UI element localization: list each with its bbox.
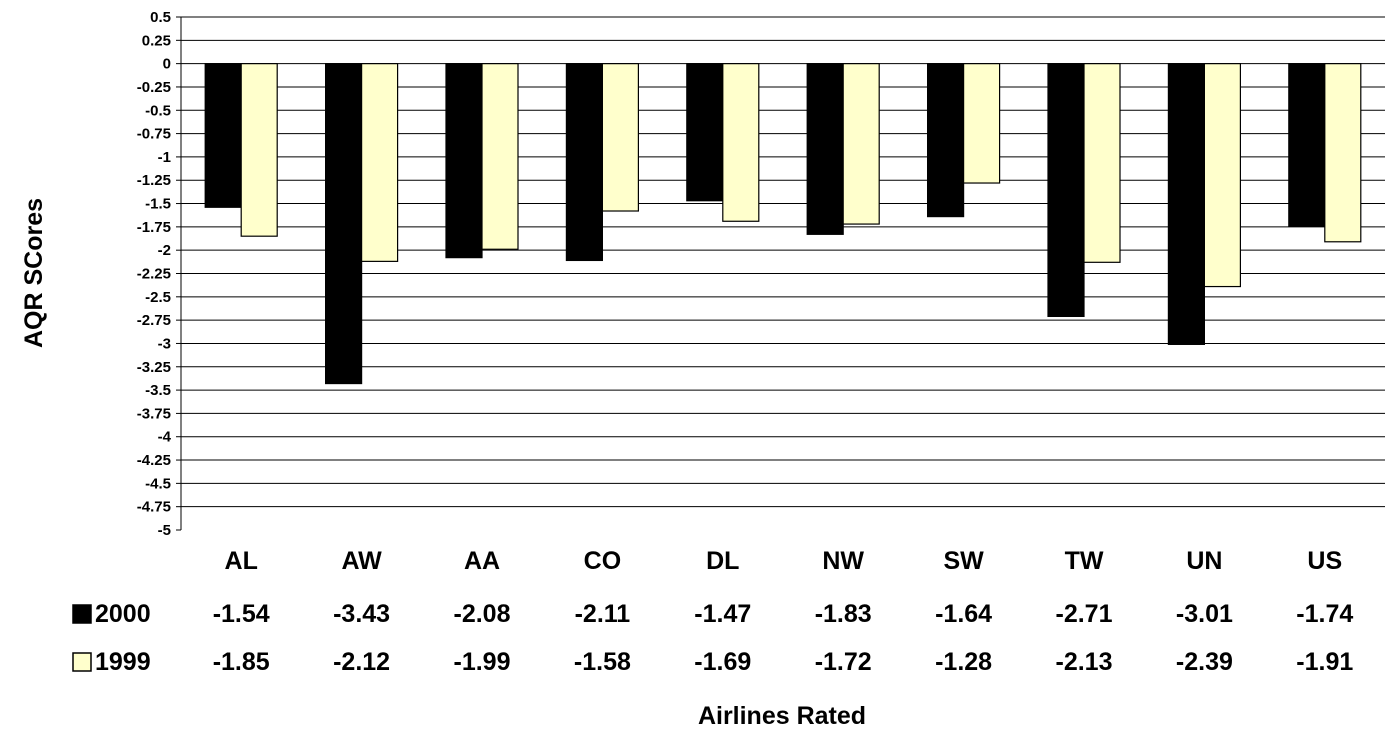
bar-2000-AA xyxy=(445,63,483,259)
y-tick-label: -5 xyxy=(158,522,171,539)
y-tick-label: -1.5 xyxy=(145,196,171,213)
bar-1999-NW xyxy=(842,63,880,225)
bar-1999-UN xyxy=(1203,63,1242,288)
y-tick-label: -3.25 xyxy=(137,359,171,376)
y-tick-label: 0 xyxy=(163,56,171,73)
data-label: -2.13 xyxy=(1056,648,1113,676)
y-tick-label: -4.5 xyxy=(145,475,171,492)
data-label: -2.71 xyxy=(1056,600,1113,628)
y-tick-label: -1 xyxy=(158,149,171,166)
category-label: CO xyxy=(584,547,622,575)
data-label: -1.58 xyxy=(574,648,631,676)
bar-1999-AA xyxy=(481,63,519,250)
bar-2000-DL xyxy=(686,63,724,202)
y-tick-label: -0.25 xyxy=(137,79,171,96)
data-label: -3.43 xyxy=(333,600,390,628)
data-label: -2.11 xyxy=(575,600,631,628)
category-label: AL xyxy=(225,547,258,575)
data-label: -1.47 xyxy=(694,600,751,628)
category-label: SW xyxy=(943,547,984,575)
data-label: -1.28 xyxy=(935,648,992,676)
x-axis-title: Airlines Rated xyxy=(698,702,866,730)
data-label: -1.74 xyxy=(1296,600,1353,628)
data-label: -1.99 xyxy=(454,648,511,676)
data-label: -2.12 xyxy=(333,648,390,676)
y-tick-label: -2.25 xyxy=(137,266,171,283)
y-tick-label: -3.5 xyxy=(145,382,171,399)
category-label: DL xyxy=(706,547,739,575)
y-tick-label: -1.75 xyxy=(137,219,171,236)
data-label: -2.39 xyxy=(1176,648,1233,676)
legend-label-1999: 1999 xyxy=(95,648,151,676)
legend-key-2000 xyxy=(72,604,92,624)
data-label: -1.69 xyxy=(694,648,751,676)
bar-2000-CO xyxy=(565,63,604,262)
bars xyxy=(204,63,1362,385)
y-tick-label: -0.75 xyxy=(137,126,171,143)
data-label: -1.72 xyxy=(815,648,872,676)
y-tick-label: -3.75 xyxy=(137,405,171,422)
y-tick-label: -3 xyxy=(158,335,171,352)
bar-1999-SW xyxy=(962,63,1001,184)
y-tick-label: -4 xyxy=(158,429,172,446)
y-tick-label: -4.25 xyxy=(137,452,171,469)
y-tick-label: -2 xyxy=(158,242,171,259)
y-tick-label: -4.75 xyxy=(137,499,171,516)
category-label: TW xyxy=(1065,547,1104,575)
data-table: 2000 -1.54 -3.43 -2.08 -2.11 -1.47 -1.83 -1.64 -… xyxy=(72,600,1353,676)
legend-key-1999 xyxy=(72,652,92,672)
bar-2000-US xyxy=(1288,63,1326,227)
bar-1999-TW xyxy=(1083,63,1121,263)
bar-1999-AL xyxy=(240,63,278,237)
y-axis-title: AQR SCores xyxy=(20,198,48,348)
y-tick-label: 0.25 xyxy=(142,32,171,49)
y-tick-label: -2.75 xyxy=(137,312,171,329)
data-label: -1.91 xyxy=(1296,648,1353,676)
category-label: NW xyxy=(822,547,864,575)
bar-2000-UN xyxy=(1167,63,1206,345)
data-label: -1.54 xyxy=(213,600,270,628)
bar-2000-SW xyxy=(926,63,965,218)
y-tick-label: -1.25 xyxy=(137,172,171,189)
data-label: -1.83 xyxy=(815,600,872,628)
bar-1999-DL xyxy=(722,63,760,222)
bar-2000-NW xyxy=(806,63,844,235)
y-axis-ticks: 0.5 0.25 0 -0.25 -0.5 -0.75 -1 -1.25 -1.5 -1.75 -2… xyxy=(137,9,181,539)
data-label: -1.64 xyxy=(935,600,992,628)
bar-2000-AL xyxy=(204,63,242,208)
legend-label-2000: 2000 xyxy=(95,600,151,628)
y-tick-label: 0.5 xyxy=(150,9,171,26)
bar-1999-CO xyxy=(601,63,640,212)
y-tick-label: -0.5 xyxy=(145,102,171,119)
category-label: US xyxy=(1307,547,1342,575)
category-label: AA xyxy=(464,547,500,575)
category-label: UN xyxy=(1186,547,1222,575)
data-label: -1.85 xyxy=(213,648,270,676)
category-label: AW xyxy=(341,547,382,575)
bar-2000-TW xyxy=(1047,63,1085,318)
y-tick-label: -2.5 xyxy=(145,289,171,306)
bar-2000-AW xyxy=(325,63,363,385)
bar-1999-AW xyxy=(361,63,399,262)
data-label: -2.08 xyxy=(454,600,511,628)
data-label: -3.01 xyxy=(1176,600,1233,628)
bar-1999-US xyxy=(1324,63,1362,243)
x-axis-categories: AL AW AA CO DL NW SW TW UN US xyxy=(225,547,1343,575)
